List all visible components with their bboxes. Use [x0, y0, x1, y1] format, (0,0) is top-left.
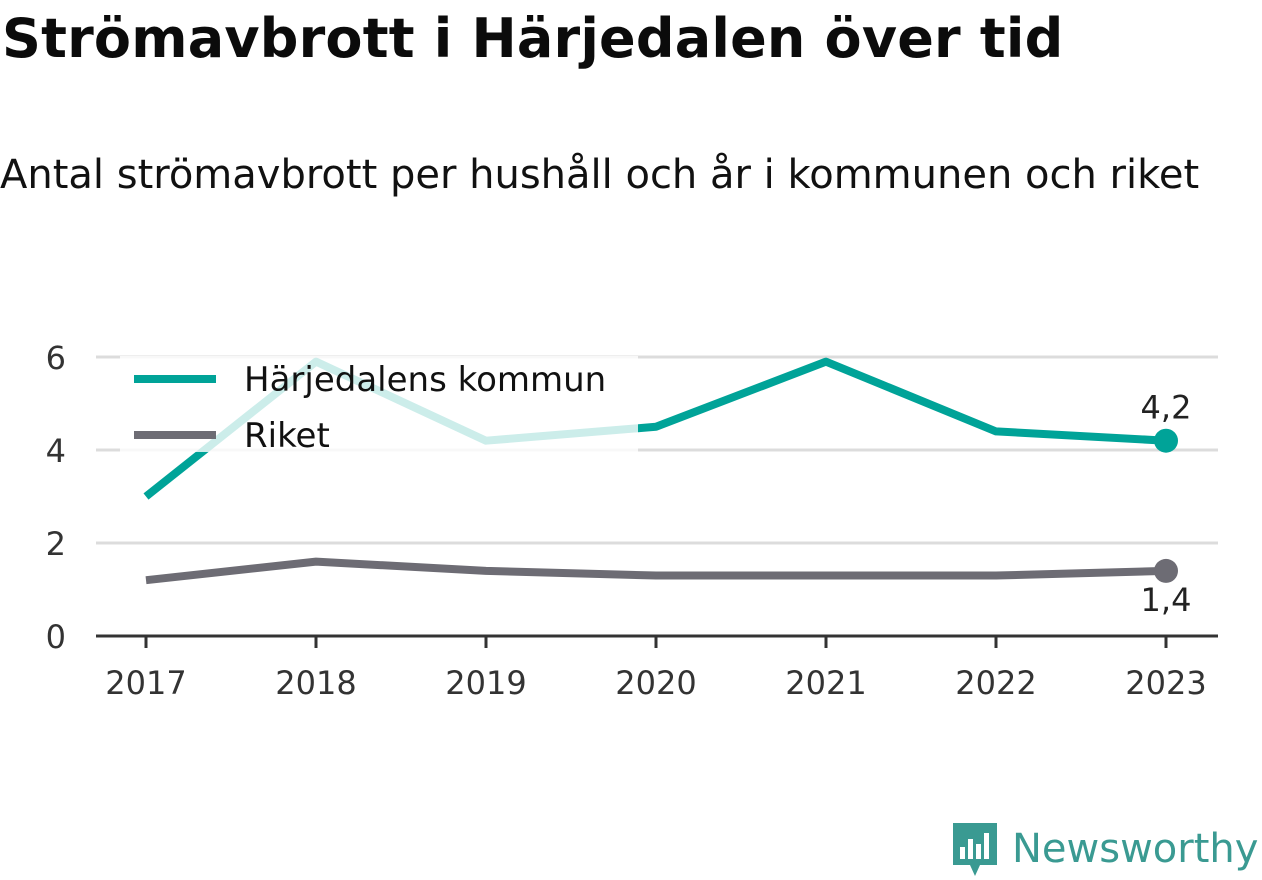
y-tick-label: 6 — [46, 339, 66, 377]
x-tick-label: 2023 — [1125, 664, 1206, 702]
x-tick-label: 2019 — [445, 664, 526, 702]
x-tick-label: 2017 — [105, 664, 186, 702]
y-tick-label: 0 — [46, 618, 66, 656]
y-tick-label: 2 — [46, 525, 66, 563]
x-tick-label: 2020 — [615, 664, 696, 702]
end-point-marker — [1154, 428, 1178, 453]
x-tick-label: 2018 — [275, 664, 356, 702]
end-point-marker — [1154, 558, 1178, 583]
legend-label: Riket — [244, 416, 330, 456]
chart-title: Strömavbrott i Härjedalen över tid — [2, 7, 1064, 70]
y-tick-label: 4 — [46, 432, 66, 470]
brand-name: Newsworthy — [1012, 826, 1259, 872]
x-axis: 2017 2018 2019 2020 2021 2022 2023 — [96, 634, 1218, 702]
legend: Härjedalens kommun Riket — [120, 356, 638, 456]
series-line-riket — [145, 557, 1167, 585]
newsworthy-chart-logo-icon — [953, 823, 997, 876]
x-tick-label: 2021 — [785, 664, 866, 702]
end-value-label: 4,2 — [1141, 389, 1192, 427]
legend-label: Härjedalens kommun — [244, 360, 606, 400]
end-labels: 4,2 1,4 — [1141, 389, 1192, 619]
end-value-label: 1,4 — [1141, 581, 1192, 619]
brand-footer: Newsworthy — [950, 818, 1258, 880]
y-axis-ticks: 0 2 4 6 — [46, 339, 66, 656]
x-tick-label: 2022 — [955, 664, 1036, 702]
chart-subtitle: Antal strömavbrott per hushåll och år i … — [0, 152, 1200, 198]
